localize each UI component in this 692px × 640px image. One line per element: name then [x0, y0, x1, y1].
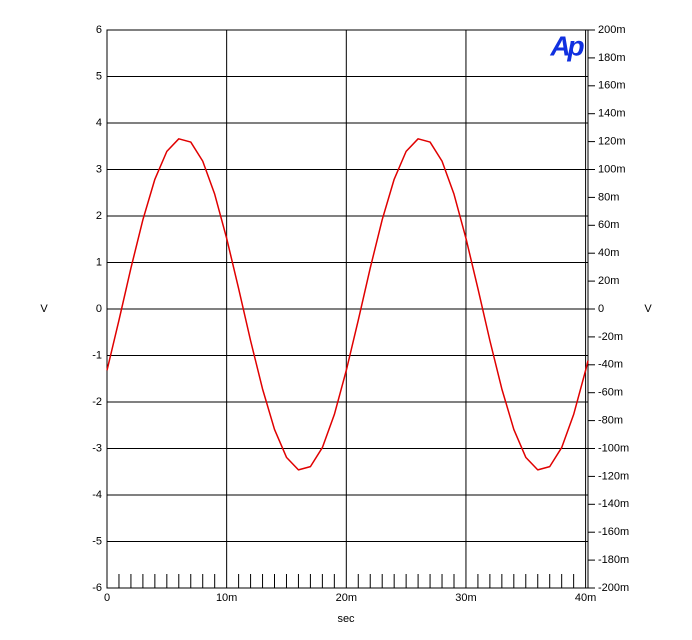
- line-series: [106, 138, 589, 471]
- x-tick-label: 10m: [216, 592, 237, 604]
- x-tick-label: 30m: [455, 592, 476, 604]
- x-axis-label: sec: [337, 613, 355, 625]
- x-tick-label: 20m: [336, 592, 357, 604]
- x-tick-label: 0: [104, 592, 110, 604]
- y-tick-label: 3: [96, 163, 102, 175]
- y2-tick-label: 160m: [598, 80, 626, 92]
- y2-tick-label: 140m: [598, 108, 626, 120]
- y2-tick-label: -180m: [598, 554, 629, 566]
- y2-tick-label: -100m: [598, 442, 629, 454]
- y2-tick-label: -200m: [598, 582, 629, 594]
- y-tick-label: -5: [92, 535, 102, 547]
- y2-tick-label: 180m: [598, 52, 626, 64]
- y2-tick-label: 80m: [598, 191, 619, 203]
- y-tick-label: 1: [96, 256, 102, 268]
- plot-border: [106, 29, 589, 589]
- x-tick-label: 40m: [575, 592, 596, 604]
- y-axis-label: V: [40, 303, 48, 315]
- y-tick-label: 6: [96, 24, 102, 36]
- y2-tick-label: -160m: [598, 526, 629, 538]
- y2-tick-label: 200m: [598, 24, 626, 36]
- y2-axis-label: V: [644, 303, 652, 315]
- logo: Ap: [549, 30, 584, 61]
- y2-tick-label: -140m: [598, 498, 629, 510]
- y-tick-label: -2: [92, 396, 102, 408]
- y2-tick-label: 20m: [598, 275, 619, 287]
- y-tick-label: 2: [96, 210, 102, 222]
- y-tick-label: -6: [92, 582, 102, 594]
- y-tick-label: 4: [96, 117, 102, 129]
- y-tick-label: 5: [96, 70, 102, 82]
- y-tick-label: 0: [96, 303, 102, 315]
- y2-tick-label: 40m: [598, 247, 619, 259]
- y2-tick-label: -80m: [598, 415, 623, 427]
- y2-tick-label: 0: [598, 303, 604, 315]
- y2-tick-label: 100m: [598, 163, 626, 175]
- y2-tick-label: -120m: [598, 470, 629, 482]
- y-tick-label: -1: [92, 349, 102, 361]
- y-tick-label: -4: [92, 489, 102, 501]
- y2-tick-label: 120m: [598, 136, 626, 148]
- y2-tick-label: -60m: [598, 387, 623, 399]
- y2-tick-label: -40m: [598, 359, 623, 371]
- y-tick-label: -3: [92, 442, 102, 454]
- y2-tick-label: 60m: [598, 219, 619, 231]
- y2-tick-label: -20m: [598, 331, 623, 343]
